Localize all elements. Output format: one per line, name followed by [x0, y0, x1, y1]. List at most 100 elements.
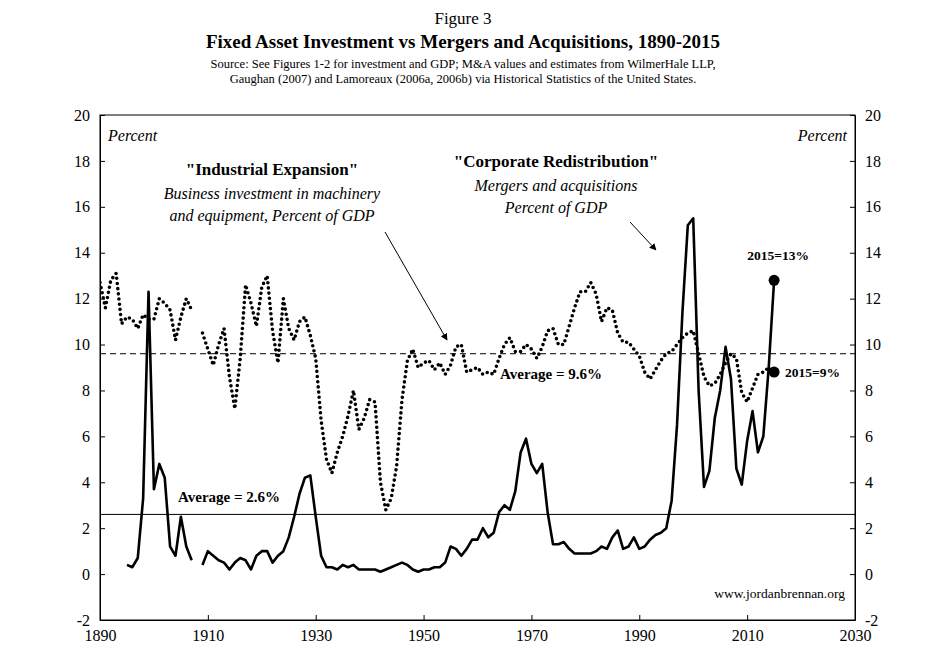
tick: 2 — [82, 520, 105, 537]
tick-mark — [639, 615, 640, 620]
annotation-arrow — [385, 232, 447, 340]
end-marker — [769, 275, 780, 286]
average-label: Average = 2.6% — [178, 489, 280, 505]
tick-label: 18 — [74, 153, 90, 170]
y-axis: -2 0 2 4 6 8 10 12 14 16 18 20 — [74, 107, 105, 629]
series-line — [127, 218, 774, 572]
tick: 14 — [74, 244, 105, 261]
tick: 4 — [82, 474, 105, 491]
tick-label: 12 — [74, 290, 90, 307]
tick: 6 — [850, 428, 873, 445]
plot-area — [100, 218, 855, 572]
tick-mark — [850, 299, 855, 300]
tick: 10 — [850, 336, 881, 353]
average-line — [100, 514, 855, 515]
tick: 4 — [850, 474, 873, 491]
annotation-text: Business investment in machinery — [164, 185, 381, 203]
tick-mark — [100, 574, 105, 575]
end-label: 2015=9% — [785, 365, 840, 380]
x-axis: 18901910193019501970199020102030 — [85, 615, 872, 644]
tick: 12 — [850, 290, 881, 307]
tick-label: 20 — [865, 107, 881, 124]
tick-mark — [850, 436, 855, 437]
tick: 10 — [74, 336, 105, 353]
tick-label: 6 — [82, 428, 90, 445]
tick-label: 2 — [865, 520, 873, 537]
tick-mark — [100, 390, 105, 391]
tick-mark — [850, 574, 855, 575]
tick-label: 4 — [865, 474, 873, 491]
tick: 6 — [82, 428, 105, 445]
tick: -2 — [77, 612, 105, 629]
tick-label: 12 — [865, 290, 881, 307]
y2-axis: -2 0 2 4 6 8 10 12 14 16 18 20 — [850, 107, 881, 629]
chart: Figure 3Fixed Asset Investment vs Merger… — [0, 0, 926, 672]
tick: 1970 — [516, 615, 548, 644]
tick-mark — [100, 207, 105, 208]
tick-mark — [100, 161, 105, 162]
tick-mark — [208, 615, 209, 620]
tick-label: 0 — [865, 566, 873, 583]
tick-mark — [850, 207, 855, 208]
tick-mark — [531, 615, 532, 620]
tick-label: 2030 — [840, 627, 872, 644]
tick-label: 10 — [865, 336, 881, 353]
tick-label: 14 — [74, 244, 90, 261]
tick-mark — [747, 615, 748, 620]
tick-mark — [850, 161, 855, 162]
annotation-text: Percent of GDP — [504, 199, 608, 217]
source-line: Gaughan (2007) and Lamoreaux (2006a, 200… — [230, 72, 697, 86]
tick-label: 16 — [865, 198, 881, 215]
annotation-text: Mergers and acquisitions — [474, 177, 638, 195]
average-line — [100, 353, 855, 354]
tick-mark — [100, 115, 105, 116]
tick-mark — [100, 482, 105, 483]
y2-axis-label: Percent — [797, 127, 848, 144]
tick-label: 16 — [74, 198, 90, 215]
tick-label: 2010 — [732, 627, 764, 644]
tick-mark — [850, 115, 855, 116]
tick: 14 — [850, 244, 881, 261]
tick: 8 — [850, 382, 873, 399]
annotation-title: "Industrial Expansion" — [186, 160, 358, 179]
tick: 0 — [850, 566, 873, 583]
tick-label: 14 — [865, 244, 881, 261]
tick-mark — [100, 436, 105, 437]
tick: 1990 — [624, 615, 656, 644]
tick-mark — [424, 615, 425, 620]
tick-mark — [850, 482, 855, 483]
tick: 8 — [82, 382, 105, 399]
tick-mark — [316, 615, 317, 620]
y-axis-label: Percent — [107, 127, 158, 144]
tick-label: 1910 — [192, 627, 224, 644]
figure-label: Figure 3 — [434, 9, 491, 28]
tick: 1930 — [300, 615, 332, 644]
tick-label: 6 — [865, 428, 873, 445]
source-line: Source: See Figures 1-2 for investment a… — [210, 57, 715, 71]
tick-mark — [850, 253, 855, 254]
tick-label: 2 — [82, 520, 90, 537]
y2-axis-line — [855, 116, 856, 621]
end-marker — [769, 367, 780, 378]
tick-label: 8 — [865, 382, 873, 399]
tick: 0 — [82, 566, 105, 583]
end-label: 2015=13% — [747, 248, 809, 263]
tick-mark — [850, 528, 855, 529]
tick-mark — [100, 253, 105, 254]
tick: 20 — [74, 107, 105, 124]
credit: www.jordanbrennan.org — [714, 586, 845, 601]
tick: 12 — [74, 290, 105, 307]
tick-label: 1950 — [408, 627, 440, 644]
tick-label: 0 — [82, 566, 90, 583]
tick-mark — [850, 620, 855, 621]
tick: 18 — [74, 153, 105, 170]
tick-mark — [850, 390, 855, 391]
tick: 20 — [850, 107, 881, 124]
tick-mark — [850, 345, 855, 346]
tick-label: 20 — [74, 107, 90, 124]
tick-label: -2 — [77, 612, 90, 629]
tick-label: -2 — [865, 612, 878, 629]
tick-label: 18 — [865, 153, 881, 170]
annotation-arrow — [630, 222, 656, 250]
tick: 2010 — [732, 615, 764, 644]
